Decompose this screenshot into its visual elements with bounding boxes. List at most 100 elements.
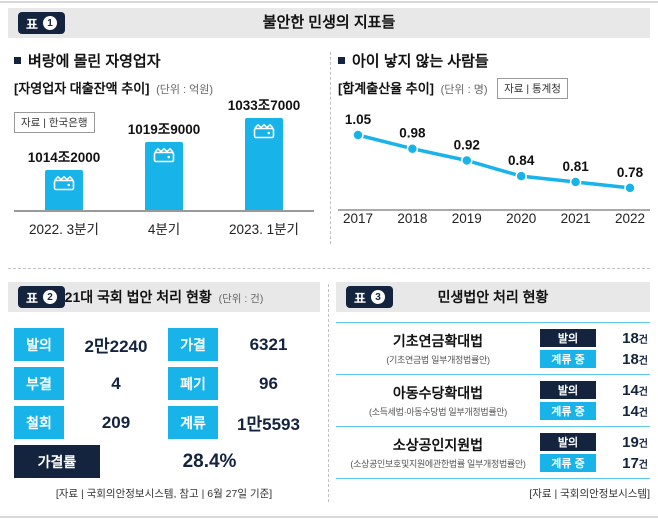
pending-stat-row: 계류 중 18건 <box>540 350 650 368</box>
bar-column: 1033조7000 <box>214 94 314 210</box>
count-suffix: 건 <box>638 355 648 367</box>
right-chart-subtitle: [합계출산율 추이] (단위 : 명) 자료 | 통계청 <box>338 78 568 99</box>
law-stats: 발의 14건 계류 중 14건 <box>540 381 650 420</box>
assembly-row-label: 부결 <box>14 367 64 400</box>
bar-value-label: 1014조2000 <box>27 150 101 165</box>
left-chart-subtitle: [자영업자 대출잔액 추이] (단위 : 억원) <box>14 78 213 97</box>
law-item: 아동수당확대법 (소득세법·아동수당법 일부개정법률안) 발의 14건 계류 중 14건 <box>336 375 650 427</box>
year-label: 2018 <box>397 211 427 226</box>
proposed-count: 19건 <box>622 433 648 451</box>
law-item: 기초연금확대법 (기초연금법 일부개정법률안) 발의 18건 계류 중 18건 <box>336 322 650 375</box>
right-chart-unit: (단위 : 명) <box>440 84 488 96</box>
year-label: 2019 <box>452 211 482 226</box>
count-suffix: 건 <box>638 407 648 419</box>
table2-badge-prefix: 표 <box>26 290 38 306</box>
pending-count: 18건 <box>622 350 648 368</box>
assembly-row-label: 폐기 <box>168 367 218 400</box>
table1-badge: 표 1 <box>18 12 65 34</box>
table1-badge-number: 1 <box>42 16 57 30</box>
law-description: (기초연금법 일부개정법률안) <box>386 355 490 365</box>
law-text: 기초연금확대법 (기초연금법 일부개정법률안) <box>336 331 540 366</box>
right-chart-subtitle-text: [합계출산율 추이] <box>338 81 434 96</box>
right-section-title: 아이 낳지 않는 사람들 <box>338 50 650 71</box>
law-stats: 발의 19건 계류 중 17건 <box>540 433 650 472</box>
right-source-box: 자료 | 통계청 <box>497 78 568 99</box>
assembly-panel-title: 21대 국회 법안 처리 현황 (단위 : 건) <box>8 282 320 312</box>
top-frame-line <box>0 1 658 3</box>
assembly-row-value: 4 <box>69 367 163 400</box>
table3-badge-prefix: 표 <box>354 290 366 306</box>
law-text: 아동수당확대법 (소득세법·아동수당법 일부개정법률안) <box>336 383 540 418</box>
loan-bar-chart-categories: 2022. 3분기 4분기 2023. 1분기 <box>14 218 314 238</box>
assembly-row-label: 철회 <box>14 406 64 439</box>
year-label: 2017 <box>343 211 373 226</box>
assembly-row-value: 2만2240 <box>69 328 163 361</box>
loan-bar <box>145 142 183 210</box>
proposed-count: 18건 <box>622 329 648 347</box>
middle-section-divider <box>8 268 650 269</box>
assembly-footnote: [자료 | 국회의안정보시스템, 참고 | 6월 27일 기준] <box>55 488 273 500</box>
law-name: 소상공인지원법 <box>392 437 484 453</box>
proposed-stat-row: 발의 19건 <box>540 433 650 451</box>
bar-value-label: 1019조9000 <box>127 122 201 137</box>
count-suffix: 건 <box>638 334 648 346</box>
pending-label: 계류 중 <box>540 454 596 472</box>
law-name: 아동수당확대법 <box>392 385 484 401</box>
year-label: 2020 <box>506 211 536 226</box>
fertility-rate-section: 아이 낳지 않는 사람들 [합계출산율 추이] (단위 : 명) 자료 | 통계… <box>338 50 650 250</box>
assembly-panel-title-text: 21대 국회 법안 처리 현황 <box>64 289 212 305</box>
loan-bar <box>45 170 83 210</box>
point-value-label: 0.84 <box>508 153 535 168</box>
header-bar: 불안한 민생의 지표들 표 1 <box>8 8 650 38</box>
loan-bar-chart: 1014조2000 1019조9000 1033조7000 <box>14 94 314 212</box>
bar-category-label: 2023. 1분기 <box>229 222 299 237</box>
bar-column: 1014조2000 <box>14 94 114 210</box>
table3-badge: 표 3 <box>346 286 393 308</box>
law-stats: 발의 18건 계류 중 18건 <box>540 329 650 368</box>
proposed-count: 14건 <box>622 381 648 399</box>
bar-category-label: 4분기 <box>147 222 181 237</box>
data-point <box>515 170 527 182</box>
data-point <box>352 129 364 141</box>
count-suffix: 건 <box>638 459 648 471</box>
wallet-icon <box>153 147 175 163</box>
proposed-label: 발의 <box>540 329 596 347</box>
proposed-stat-row: 발의 18건 <box>540 329 650 347</box>
bills-panel-title: 민생법안 처리 현황 <box>437 289 549 305</box>
right-section-title-text: 아이 낳지 않는 사람들 <box>352 53 489 70</box>
table3-badge-number: 3 <box>370 290 385 304</box>
bar-column: 1019조9000 <box>114 94 214 210</box>
assembly-stats-table: 발의 2만2240 가결 6321 부결 4 폐기 96 철회 209 계류 1만5593 <box>14 328 314 439</box>
page-title: 불안한 민생의 지표들 <box>262 14 396 31</box>
point-value-label: 0.78 <box>617 165 644 180</box>
law-description: (소상공인보호및지원에관한법률 일부개정법률안) <box>350 459 526 469</box>
law-description: (소득세법·아동수당법 일부개정법률안) <box>369 407 507 417</box>
count-suffix: 건 <box>638 386 648 398</box>
data-point <box>461 154 473 167</box>
loan-bar <box>245 118 283 210</box>
point-value-label: 0.98 <box>399 126 426 141</box>
fertility-trend-line <box>357 133 631 190</box>
assembly-row-value: 209 <box>69 406 163 439</box>
passage-rate-row: 가결률 28.4% <box>14 445 314 478</box>
point-value-label: 1.05 <box>345 112 372 127</box>
assembly-panel-unit: (단위 : 건) <box>218 293 264 305</box>
data-point <box>569 176 582 188</box>
self-employed-loans-section: 벼랑에 몰린 자영업자 [자영업자 대출잔액 추이] (단위 : 억원) 자료 … <box>14 50 322 250</box>
left-section-title-text: 벼랑에 몰린 자영업자 <box>28 53 161 70</box>
proposed-label: 발의 <box>540 381 596 399</box>
point-value-label: 0.92 <box>454 137 480 152</box>
assembly-bills-panel: 21대 국회 법안 처리 현황 (단위 : 건) 표 2 발의 2만2240 가결 6… <box>8 282 320 510</box>
bar-value-label: 1033조7000 <box>227 98 301 113</box>
proposed-stat-row: 발의 14건 <box>540 381 650 399</box>
left-source-box: 자료 | 한국은행 <box>14 112 95 133</box>
pending-label: 계류 중 <box>540 350 596 368</box>
assembly-row-label: 가결 <box>168 328 218 361</box>
wallet-icon <box>53 175 75 191</box>
law-text: 소상공인지원법 (소상공인보호및지원에관한법률 일부개정법률안) <box>336 435 540 470</box>
bills-panel-header: 민생법안 처리 현황 표 3 <box>336 282 650 312</box>
pending-count: 14건 <box>622 402 648 420</box>
assembly-row-value: 96 <box>223 367 314 400</box>
assembly-row-value: 1만5593 <box>223 406 314 439</box>
